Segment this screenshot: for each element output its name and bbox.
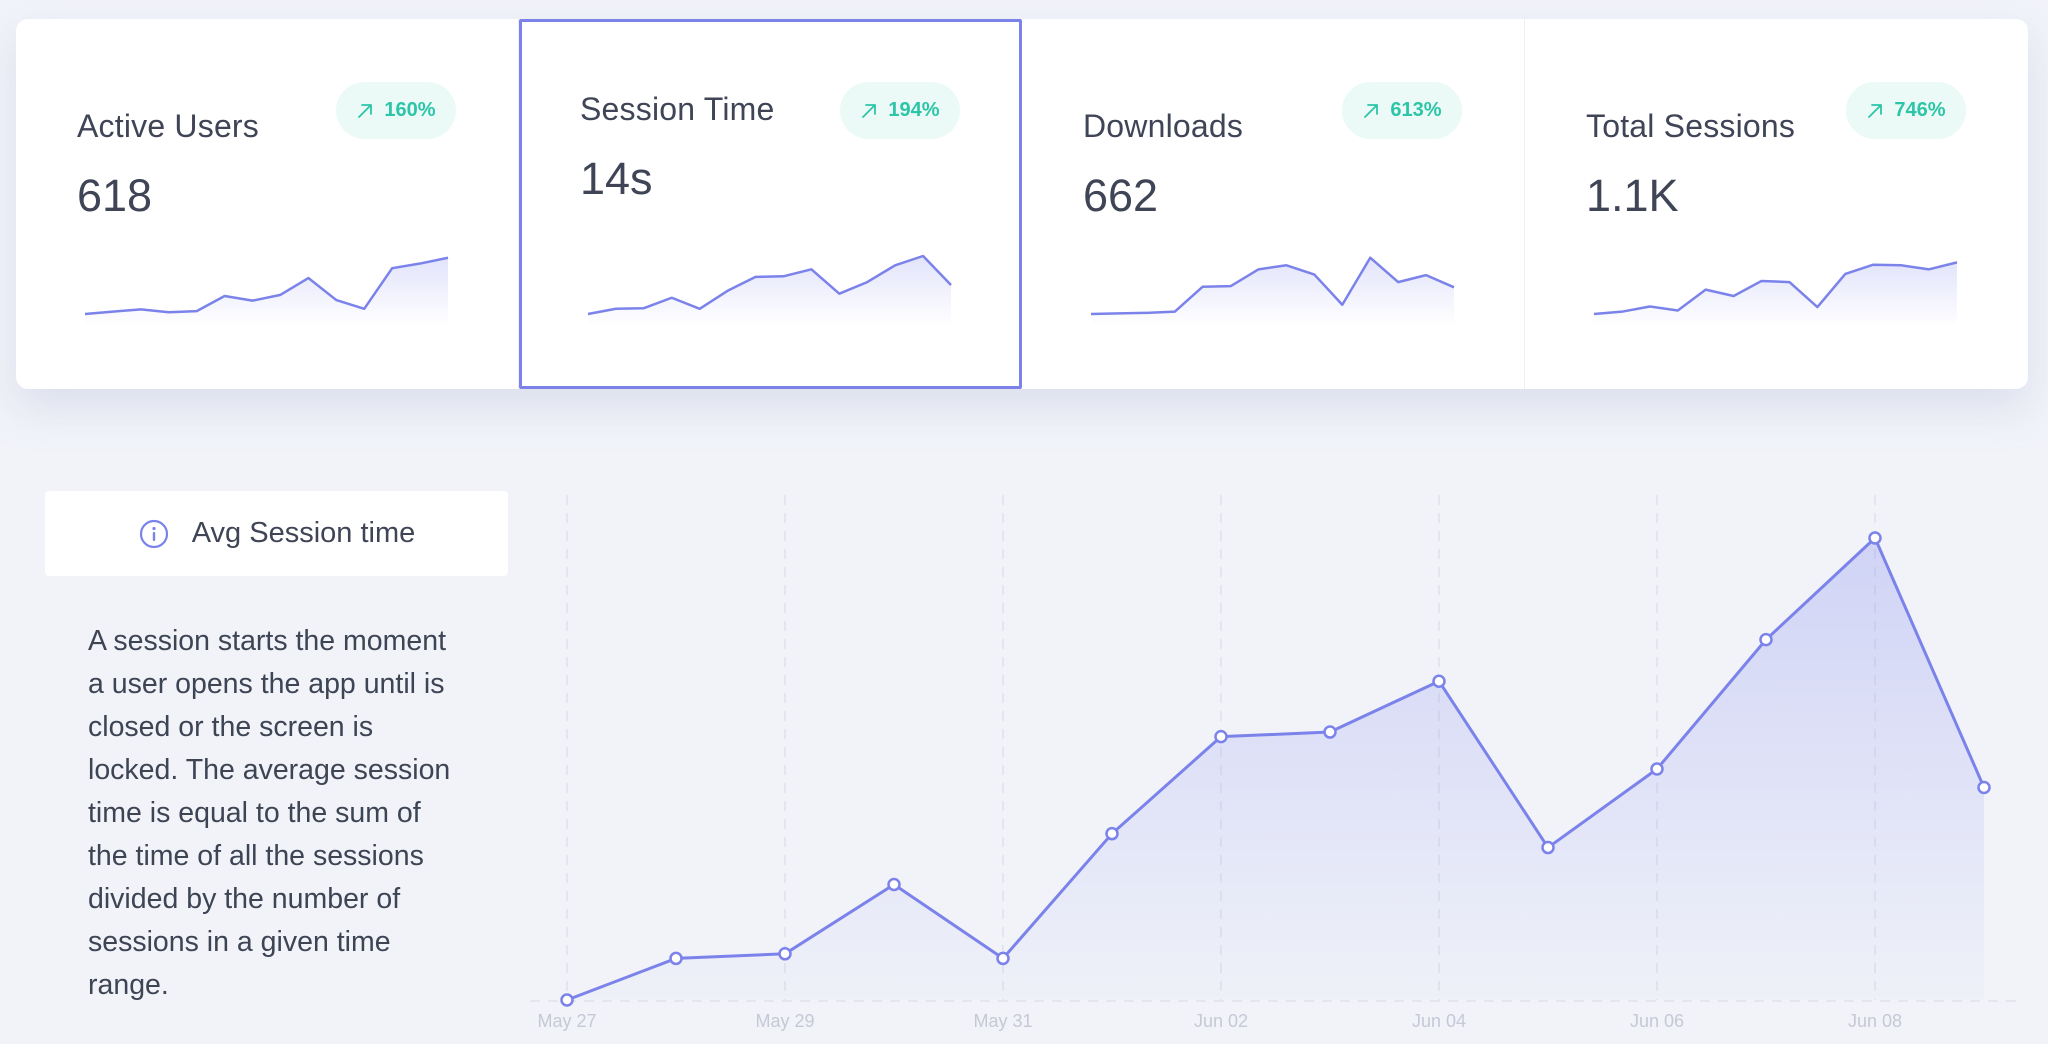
stat-card-downloads[interactable]: Downloads 662 613% [1022, 19, 1525, 389]
data-point[interactable] [996, 951, 1010, 966]
sparkline [1090, 256, 1455, 326]
series-area [567, 538, 1984, 1000]
x-tick-label: Jun 04 [1412, 1011, 1466, 1031]
x-tick-label: Jun 02 [1194, 1011, 1248, 1031]
change-value: 160% [384, 99, 436, 121]
info-icon[interactable] [138, 518, 170, 550]
stat-card-session-time[interactable]: Session Time 14s 194% [519, 19, 1022, 389]
sparkline-line [1090, 256, 1455, 316]
x-tick-label: Jun 08 [1848, 1011, 1902, 1031]
change-value: 613% [1390, 99, 1442, 121]
change-badge: 194% [840, 82, 960, 139]
sparkline-area [1091, 257, 1454, 326]
change-badge: 746% [1846, 82, 1966, 139]
stat-value: 1.1K [1586, 170, 1679, 221]
sparkline-line [84, 256, 449, 316]
data-point[interactable] [1323, 725, 1337, 739]
sparkline [587, 254, 952, 326]
arrow-up-right-icon [358, 103, 373, 118]
data-point[interactable] [1977, 780, 1991, 795]
data-point[interactable] [669, 951, 683, 966]
data-point[interactable] [1541, 840, 1555, 855]
data-point[interactable] [1868, 531, 1882, 545]
session-time-chart: May 27 May 29 May 31 Jun 02 Jun 04 Jun 06 Jun … [530, 495, 2020, 1031]
data-point[interactable] [1650, 762, 1664, 776]
stat-title: Session Time [580, 91, 775, 127]
stat-title: Total Sessions [1586, 108, 1796, 144]
sparkline-area [588, 256, 951, 326]
change-badge: 613% [1342, 82, 1462, 139]
x-tick-label: May 29 [755, 1011, 814, 1031]
x-tick-label: Jun 06 [1630, 1011, 1684, 1031]
data-point[interactable] [1759, 632, 1773, 647]
metric-info-title: Avg Session time [191, 517, 416, 549]
stat-card-total-sessions[interactable]: Total Sessions 1.1K 746% [1525, 19, 2028, 389]
series-line [566, 536, 1986, 1002]
data-point[interactable] [887, 877, 901, 892]
sparkline [1593, 261, 1958, 326]
data-point[interactable] [1214, 729, 1228, 744]
arrow-up-right-icon [1364, 103, 1379, 118]
metric-description: A session starts the moment a user opens… [88, 625, 451, 1001]
change-value: 194% [888, 99, 940, 121]
stat-value: 14s [580, 153, 653, 204]
sparkline-line [1593, 261, 1958, 316]
data-point[interactable] [560, 993, 574, 1007]
metric-info-box: Avg Session time [45, 491, 508, 576]
change-badge: 160% [336, 82, 456, 139]
x-tick-label: May 31 [973, 1011, 1032, 1031]
data-point[interactable] [1432, 674, 1446, 688]
stat-title: Downloads [1083, 108, 1244, 144]
arrow-up-right-icon [862, 103, 877, 118]
sparkline-area [85, 257, 448, 326]
sparkline [84, 256, 449, 326]
data-point[interactable] [1105, 826, 1119, 841]
sparkline-area [1594, 262, 1957, 326]
arrow-up-right-icon [1868, 103, 1883, 118]
stat-title: Active Users [77, 108, 259, 144]
sparkline-line [587, 254, 952, 316]
stats-panel: Active Users 618 160% Session Time 14s 194% Do… [16, 19, 2028, 389]
stat-value: 662 [1083, 170, 1159, 221]
stat-card-active-users[interactable]: Active Users 618 160% [16, 19, 519, 389]
stat-value: 618 [77, 170, 153, 221]
data-point[interactable] [778, 947, 792, 961]
change-value: 746% [1894, 99, 1946, 121]
x-tick-label: May 27 [537, 1011, 596, 1031]
